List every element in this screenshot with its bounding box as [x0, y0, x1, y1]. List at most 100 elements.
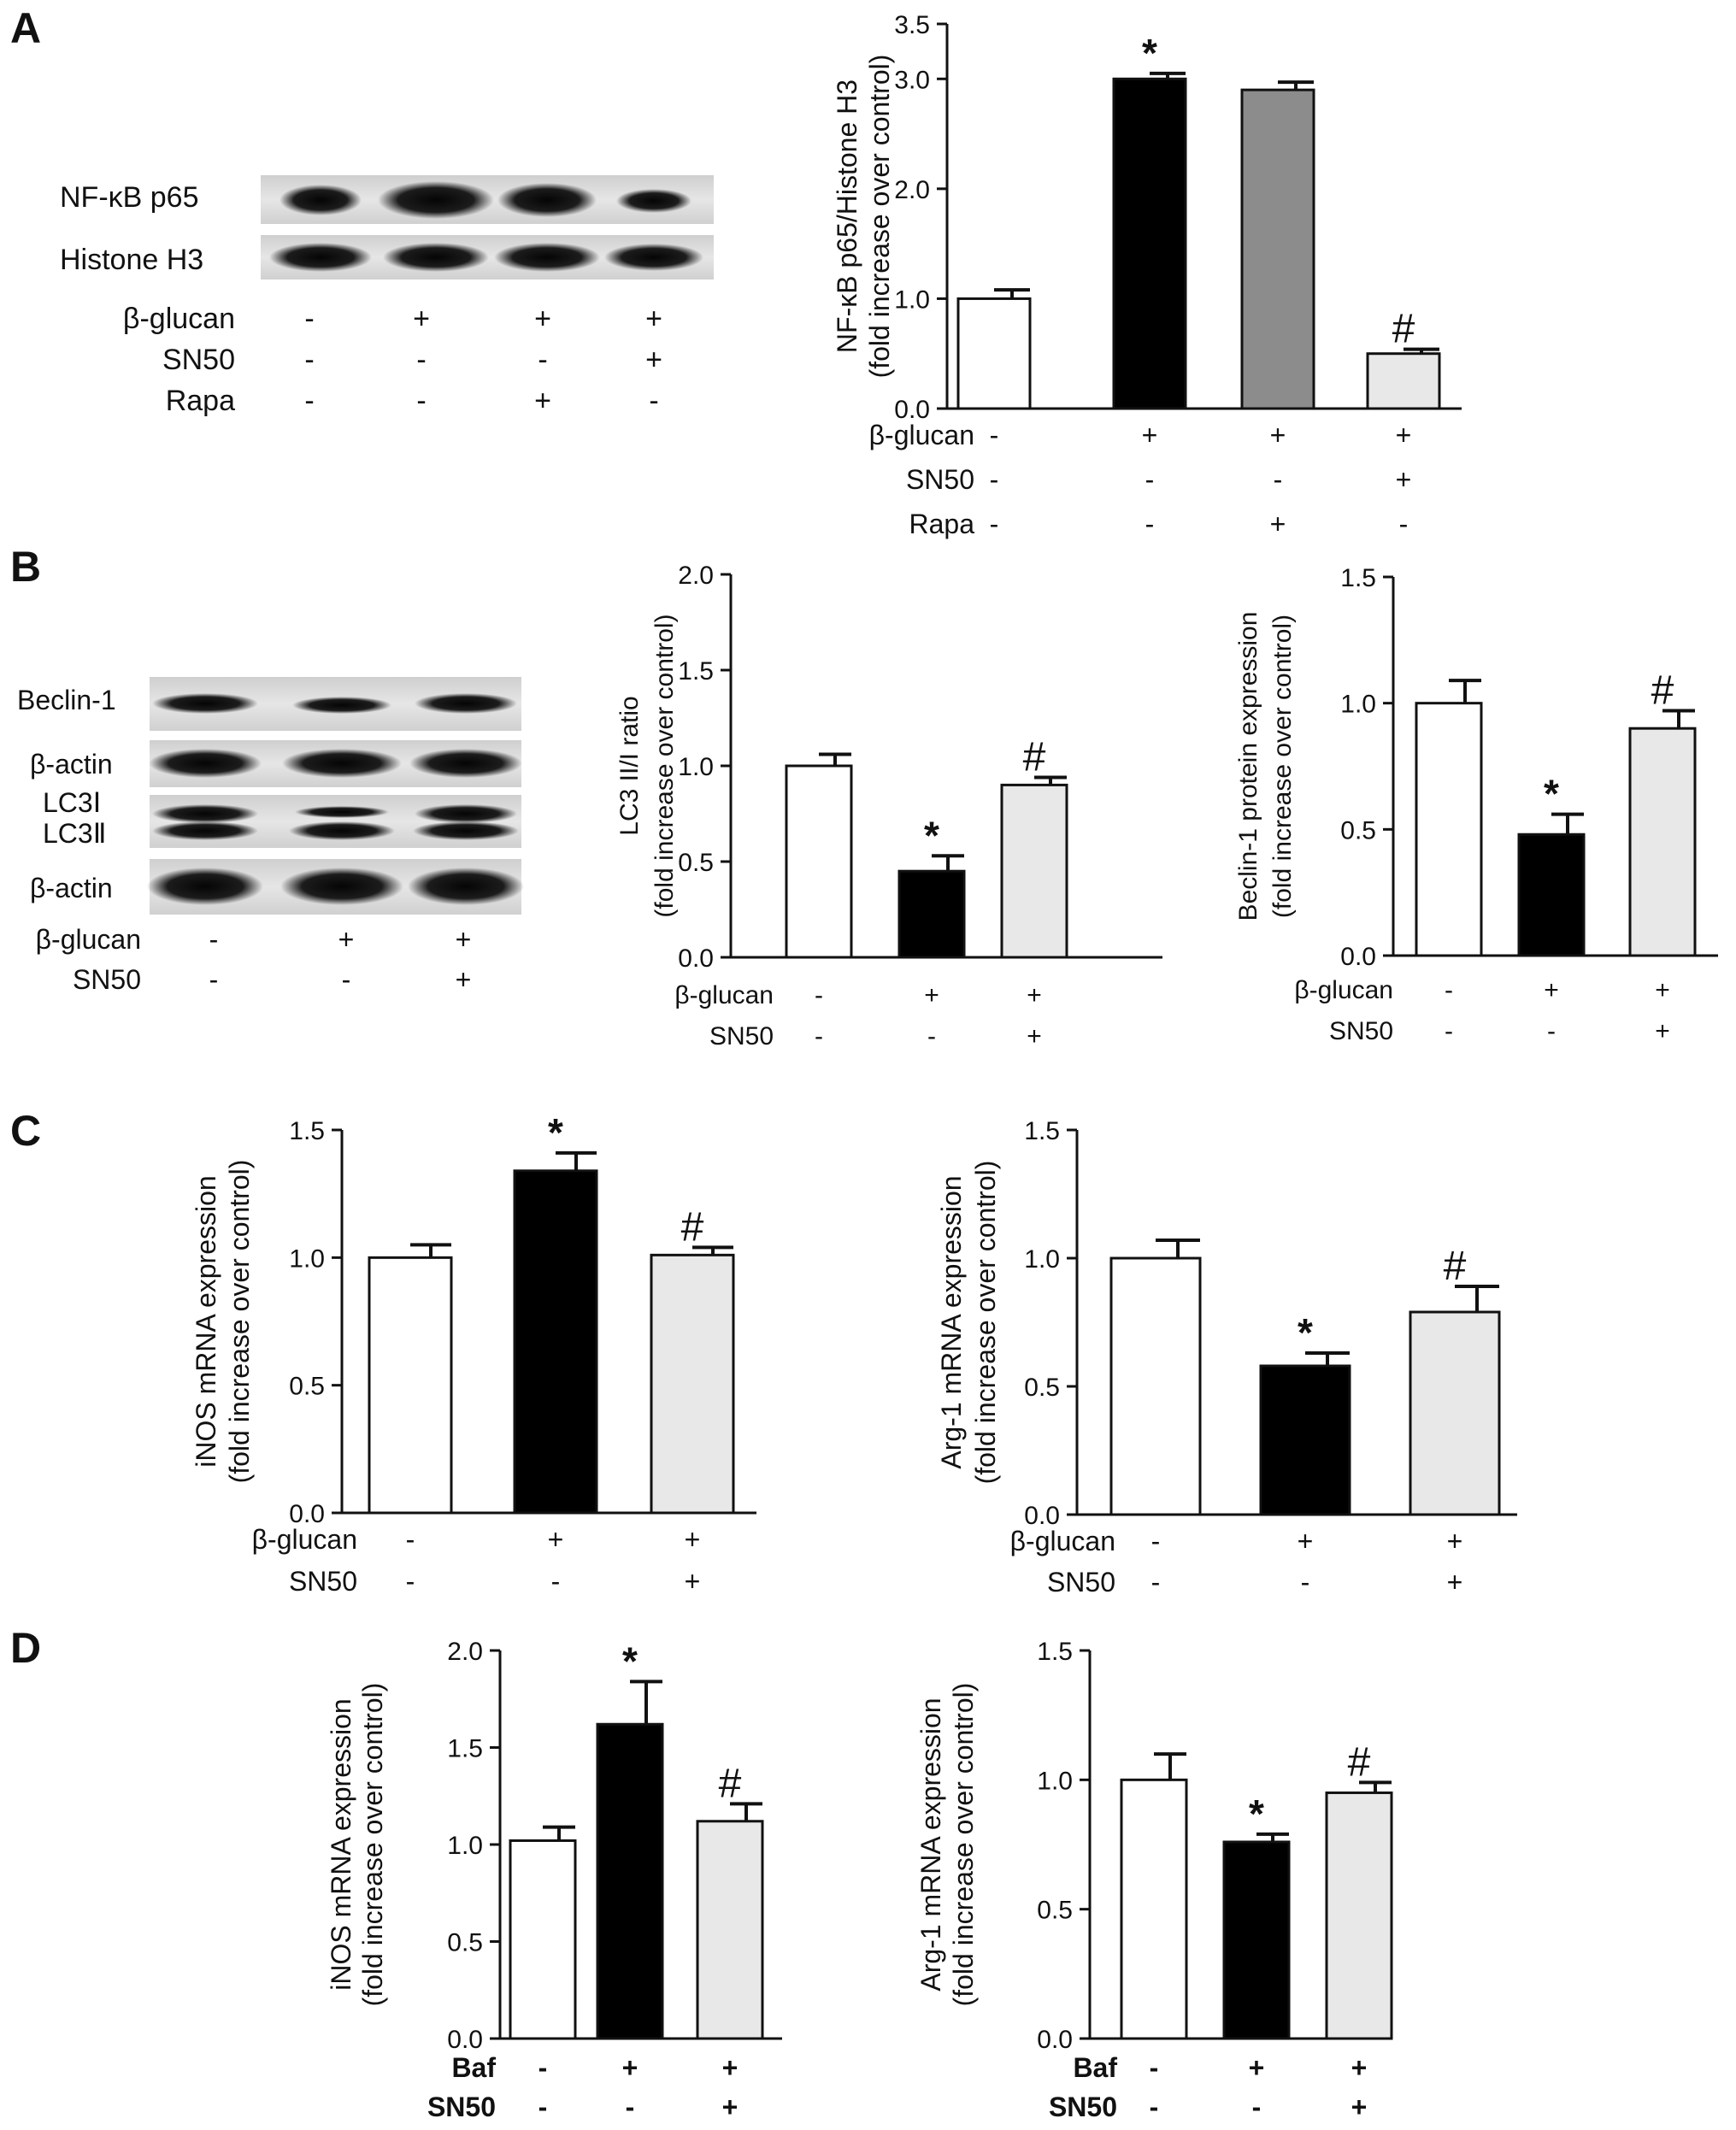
treatment-sign: -	[1145, 509, 1155, 539]
y-tick-label: 0.0	[678, 944, 714, 973]
y-tick-label: 0.5	[678, 849, 714, 877]
bar	[368, 1256, 453, 1515]
bar	[956, 297, 1032, 410]
significance-hash: #	[1444, 1244, 1467, 1289]
bar	[785, 764, 853, 959]
treatment-sign: -	[406, 1524, 415, 1555]
significance-asterisk: *	[1544, 772, 1559, 816]
treatment-sign: +	[534, 385, 551, 417]
y-axis-label: (fold increase over control)	[357, 1683, 388, 2007]
chart-b-lc3: 0.0 0.5 1.0 1.5 2.0 LC3 II/I ratio (fold incre…	[615, 562, 1162, 1050]
treatment-sign: +	[924, 981, 939, 1009]
treatment-sign: -	[209, 964, 219, 995]
treatment-sign: +	[1396, 464, 1412, 495]
significance-hash: #	[719, 1761, 742, 1806]
y-tick-label: 0.0	[894, 396, 930, 424]
y-axis-label: NF-κB p65/Histone H3	[832, 79, 862, 353]
significance-hash: #	[1348, 1739, 1371, 1785]
treatment-sign: -	[538, 2092, 548, 2122]
treatment-sign: +	[1351, 2092, 1368, 2122]
y-tick-label: 1.0	[1340, 691, 1376, 719]
bar	[1109, 1256, 1202, 1516]
y-axis-label: Arg-1 mRNA expression	[936, 1175, 967, 1468]
treatment-sign: -	[815, 1022, 823, 1050]
y-axis-label: (fold increase over control)	[948, 1683, 979, 2007]
chart-a: 0.0 1.0 2.0 3.0 3.5 NF-κB p65/Histone H3 (fold…	[832, 11, 1462, 539]
treatment-sign: -	[1150, 2052, 1159, 2083]
band	[152, 804, 258, 823]
treatment-label: β-glucan	[1294, 976, 1393, 1004]
treatment-sign: -	[304, 385, 314, 417]
treatment-sign: -	[538, 2052, 548, 2083]
treatment-label: SN50	[427, 2092, 496, 2122]
y-tick-label: 0.0	[447, 2026, 483, 2054]
band	[378, 181, 494, 219]
significance-hash: #	[681, 1204, 704, 1250]
blot-label-actin-1: β-actin	[30, 749, 113, 780]
y-tick-label: 1.0	[1037, 1767, 1073, 1795]
y-axis-label: (fold increase over control)	[864, 55, 895, 379]
y-axis-label: (fold increase over control)	[1268, 615, 1297, 918]
bar	[1628, 727, 1697, 957]
treatment-sign: -	[209, 924, 219, 955]
treatment-label: SN50	[1047, 1567, 1115, 1598]
treatment-sign: -	[1445, 1017, 1453, 1045]
y-axis-label: iNOS mRNA expression	[326, 1698, 356, 1990]
treatment-sign: +	[413, 303, 430, 335]
bar	[1409, 1310, 1501, 1516]
band	[152, 821, 258, 840]
treatment-label: β-glucan	[123, 303, 235, 335]
treatment-sign: -	[416, 385, 426, 417]
treatment-sign: -	[1399, 509, 1409, 539]
treatment-sign: +	[1396, 420, 1412, 450]
significance-asterisk: *	[1249, 1792, 1264, 1836]
treatment-label: Baf	[451, 2052, 496, 2083]
treatment-sign: -	[649, 385, 658, 417]
y-axis-label: LC3 II/I ratio	[615, 696, 644, 835]
bar	[1000, 783, 1068, 959]
treatment-sign: +	[1351, 2052, 1368, 2083]
bar	[1415, 702, 1483, 957]
significance-asterisk: *	[1298, 1310, 1313, 1355]
significance-asterisk: *	[622, 1639, 638, 1683]
treatment-label: β-glucan	[36, 924, 141, 955]
treatment-sign: -	[1445, 976, 1453, 1004]
treatment-label: SN50	[709, 1022, 774, 1050]
treatment-sign: +	[1655, 976, 1670, 1004]
treatment-sign: -	[551, 1566, 561, 1597]
y-tick-label: 0.5	[289, 1373, 325, 1401]
chart-d-inos: 0.0 0.5 1.0 1.5 2.0 iNOS mRNA expression (fold…	[326, 1638, 782, 2122]
treatment-sign: +	[1544, 976, 1559, 1004]
y-tick-label: 1.5	[1037, 1638, 1073, 1666]
bar	[1120, 1778, 1188, 2040]
treatment-sign: +	[1142, 420, 1158, 450]
treatment-sign: -	[1150, 2092, 1159, 2122]
treatment-sign: +	[456, 924, 472, 955]
y-tick-label: 0.0	[289, 1500, 325, 1528]
treatment-sign: -	[990, 509, 999, 539]
y-tick-label: 1.5	[289, 1117, 325, 1145]
treatment-sign: -	[815, 981, 823, 1009]
band	[152, 693, 258, 714]
treatment-sign: +	[622, 2052, 638, 2083]
y-axis-label: (fold increase over control)	[650, 614, 679, 917]
treatment-sign: +	[685, 1566, 701, 1597]
treatment-label: SN50	[906, 464, 974, 495]
chart-c-arg: 0.0 0.5 1.0 1.5 Arg-1 mRNA expression (fold i…	[936, 1117, 1517, 1598]
treatment-sign: -	[1547, 1017, 1556, 1045]
y-tick-label: 0.0	[1037, 2026, 1073, 2054]
significance-asterisk: *	[1142, 31, 1157, 75]
blot-label-actin-2: β-actin	[30, 873, 113, 903]
y-tick-label: 0.5	[1037, 1897, 1073, 1925]
treatment-sign: +	[1027, 981, 1042, 1009]
treatment-sign: -	[990, 464, 999, 495]
chart-c-inos: 0.0 0.5 1.0 1.5 iNOS mRNA expression (fold in…	[191, 1110, 756, 1597]
treatment-sign: -	[1274, 464, 1283, 495]
band	[497, 183, 597, 217]
y-tick-label: 0.5	[1024, 1374, 1060, 1402]
bar	[1112, 77, 1187, 410]
treatment-sign: +	[685, 1524, 701, 1555]
treatment-sign: +	[722, 2092, 739, 2122]
treatment-sign: +	[338, 924, 355, 955]
treatment-sign: +	[722, 2052, 739, 2083]
